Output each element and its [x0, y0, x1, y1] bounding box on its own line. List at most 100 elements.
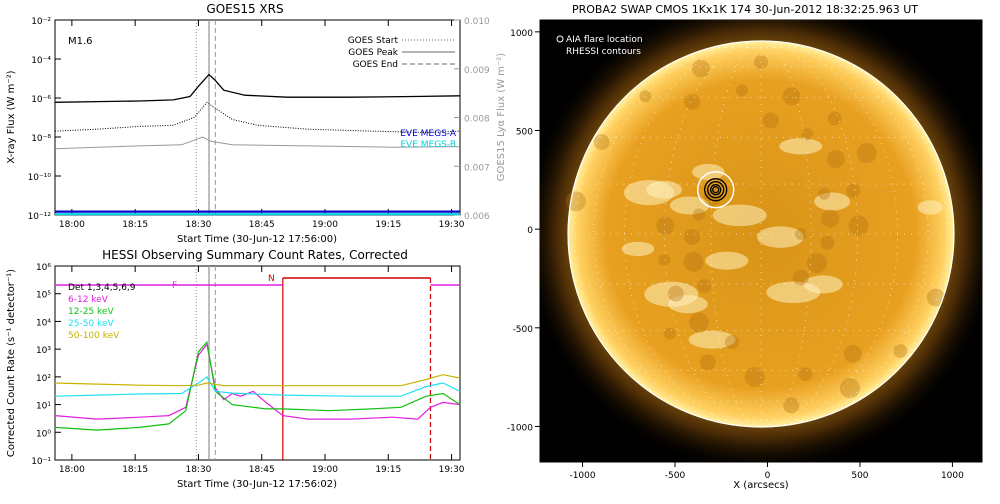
x-tick-label: 19:00	[312, 465, 338, 475]
goes-right-tick-label: 0.010	[464, 17, 490, 27]
goes-legend: GOES Start GOES Peak GOES End	[348, 36, 455, 70]
swap-x-tick-label: 1000	[941, 471, 964, 481]
aia-legend-symbol	[556, 35, 564, 43]
x-tick-label: 18:00	[59, 465, 85, 475]
x-tick-label: 18:30	[185, 220, 211, 230]
bright-region	[692, 163, 725, 181]
x-tick-label: 18:30	[185, 465, 211, 475]
dark-region	[762, 112, 779, 129]
hessi-legend-6-12: 6-12 keV	[68, 295, 109, 305]
bright-region	[814, 192, 851, 211]
hessi-flag-f: F	[172, 281, 177, 291]
hessi-y-axis: 10⁶ 10⁵ 10⁴ 10³ 10² 10¹ 10⁰ 10⁻¹	[31, 263, 61, 467]
goes-right-tick-label: 0.007	[464, 163, 490, 173]
aia-legend-label: AIA flare location	[566, 35, 643, 45]
swap-y-tick-label: -500	[513, 325, 534, 335]
dark-region	[792, 269, 809, 286]
dark-region	[840, 378, 860, 399]
x-tick-label: 19:30	[439, 465, 465, 475]
swap-y-tick-label: 500	[516, 128, 533, 138]
swap-x-axis: -1000 -500 0 500 1000	[569, 462, 964, 481]
bright-region	[645, 180, 682, 199]
dark-region	[684, 229, 701, 246]
swap-markers	[696, 170, 735, 209]
x-tick-label: 19:00	[312, 220, 338, 230]
swap-legend: AIA flare location RHESSI contours	[556, 35, 643, 57]
dark-region	[798, 367, 813, 382]
dark-region	[795, 228, 807, 240]
aia-flare-location-marker	[696, 170, 735, 209]
dark-region	[826, 150, 845, 169]
hessi-legend-25-50: 25-50 keV	[68, 319, 114, 329]
hessi-y-tick-label: 10¹	[36, 402, 51, 412]
hessi-series-25-50-kev	[54, 376, 461, 397]
swap-x-tick-label: 500	[851, 471, 868, 481]
dark-region	[693, 208, 706, 221]
x-tick-label: 18:00	[59, 220, 85, 230]
dark-region	[926, 288, 945, 307]
dark-region	[593, 134, 610, 150]
swap-title: PROBA2 SWAP CMOS 1Kx1K 174 30-Jun-2012 1…	[572, 3, 918, 16]
swap-x-tick-label: -500	[665, 471, 686, 481]
bright-region	[779, 138, 823, 155]
bright-region	[757, 226, 804, 248]
hessi-y-tick-label: 10²	[36, 374, 51, 384]
goes-right-tick-label: 0.008	[464, 115, 490, 125]
swap-x-tick-label: 0	[765, 471, 771, 481]
heliographic-grid	[568, 40, 954, 428]
hessi-title: HESSI Observing Summary Count Rates, Cor…	[102, 248, 408, 262]
hessi-legend-det: Det 1,3,4,5,6,9	[68, 283, 136, 293]
dark-region	[683, 251, 704, 272]
bright-region	[669, 196, 710, 215]
hessi-y-tick-label: 10⁰	[36, 429, 51, 439]
dark-region	[684, 93, 701, 110]
goes-series-goes-short	[54, 101, 461, 134]
swap-y-tick-label: 1000	[510, 29, 533, 39]
x-tick-label: 18:45	[249, 465, 275, 475]
dark-region	[783, 397, 800, 414]
goes-title: GOES15 XRS	[206, 2, 283, 16]
hessi-legend-50-100: 50-100 keV	[68, 331, 120, 341]
goes-right-tick-label: 0.009	[464, 66, 490, 76]
goes-flare-class: M1.6	[68, 36, 93, 47]
dark-region	[893, 343, 908, 358]
dark-region	[725, 335, 740, 350]
goes-right-tick-label: 0.006	[464, 212, 490, 222]
goes-panel: GOES15 XRS 10⁻² 10⁻⁴ 10⁻⁶ 10⁻⁸ 10⁻¹⁰ 10⁻¹² 0.…	[6, 2, 507, 245]
goes-left-tick-label: 10⁻⁶	[31, 95, 51, 105]
dark-region	[744, 366, 765, 387]
hessi-series	[54, 266, 461, 460]
rhessi-legend-label: RHESSI contours	[566, 47, 641, 57]
eve-megs-b-label: EVE MEGS-B	[400, 140, 456, 150]
goes-left-tick-label: 10⁻²	[31, 17, 51, 27]
swap-panel: PROBA2 SWAP CMOS 1Kx1K 174 30-Jun-2012 1…	[507, 3, 983, 491]
hessi-legend-12-25: 12-25 keV	[68, 307, 114, 317]
bright-region	[803, 275, 843, 294]
goes-ylabel-right: GOES15 Lyα Flux (W m⁻²)	[496, 53, 507, 181]
bright-region	[621, 241, 655, 257]
swap-xlabel: X (arcsecs)	[733, 480, 789, 491]
dark-region	[697, 279, 712, 294]
dark-region	[806, 253, 827, 274]
dark-region	[856, 143, 877, 164]
dark-region	[667, 285, 684, 302]
goes-left-tick-label: 10⁻⁴	[31, 56, 51, 66]
hessi-flag-n: N	[268, 274, 275, 284]
goes-plot-frame	[54, 19, 461, 216]
goes-left-tick-label: 10⁻¹⁰	[28, 173, 52, 183]
dark-region	[801, 128, 814, 141]
hessi-series-50-100-kev	[54, 374, 461, 387]
swap-x-tick-label: -1000	[569, 471, 595, 481]
bright-region	[688, 330, 736, 349]
dark-region	[656, 216, 675, 235]
swap-y-axis: 1000 500 0 -500 -1000	[507, 29, 540, 433]
hessi-y-tick-label: 10⁴	[36, 318, 51, 328]
rhessi-contour	[704, 178, 728, 202]
goes-legend-start: GOES Start	[348, 36, 399, 46]
rhessi-contour	[707, 181, 725, 199]
goes-xlabel: Start Time (30-Jun-12 17:56:00)	[177, 234, 337, 245]
eve-megs-a-label: EVE MEGS-A	[400, 129, 457, 139]
dark-region	[689, 312, 710, 333]
rhessi-contour	[712, 186, 720, 194]
hessi-legend: Det 1,3,4,5,6,9 6-12 keV 12-25 keV 25-50…	[68, 283, 136, 341]
